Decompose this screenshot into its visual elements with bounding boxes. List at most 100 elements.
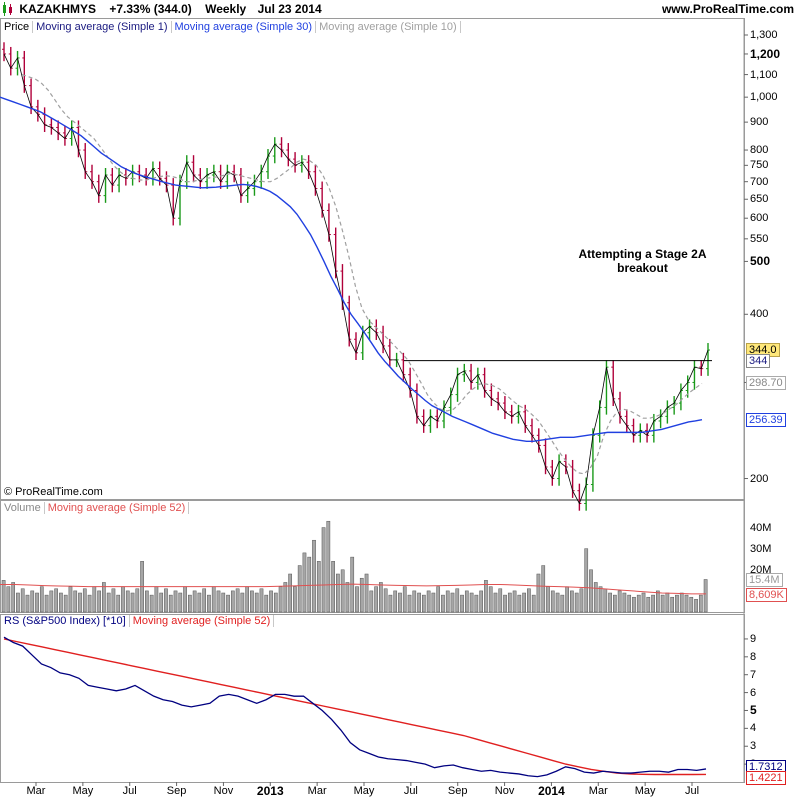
volume-bar bbox=[154, 586, 159, 613]
volume-bar bbox=[388, 594, 393, 613]
volume-bar bbox=[187, 594, 192, 613]
volume-bar bbox=[235, 588, 240, 613]
volume-bar bbox=[550, 590, 555, 613]
volume-bar bbox=[608, 592, 612, 613]
candlestick-icon bbox=[3, 2, 12, 16]
interval: Weekly bbox=[205, 2, 247, 16]
volume-bar bbox=[254, 592, 259, 613]
volume-bar bbox=[78, 592, 82, 613]
volume-bar bbox=[579, 588, 584, 613]
volume-bar bbox=[421, 594, 426, 613]
volume-bar bbox=[684, 594, 689, 613]
price-y-label: 600 bbox=[750, 212, 769, 225]
site-link[interactable]: www.ProRealTime.com bbox=[661, 2, 794, 16]
volume-bar bbox=[288, 573, 292, 613]
volume-bar bbox=[173, 590, 178, 613]
volume-bar bbox=[507, 592, 512, 613]
volume-bar bbox=[565, 586, 569, 613]
volume-bar bbox=[503, 594, 507, 613]
volume-bar bbox=[603, 588, 608, 613]
price-y-label: 1,300 bbox=[750, 29, 778, 41]
volume-bar bbox=[264, 594, 269, 613]
volume-bar bbox=[522, 592, 526, 613]
volume-bar bbox=[130, 592, 135, 613]
volume-bar bbox=[207, 594, 211, 613]
volume-bar bbox=[531, 594, 536, 613]
volume-bar bbox=[111, 588, 116, 613]
volume-bar bbox=[560, 594, 565, 613]
volume-bar bbox=[312, 539, 316, 613]
symbol: KAZAKHMYS bbox=[19, 2, 97, 16]
price-tag: 256.39 bbox=[746, 412, 786, 427]
volume-bar bbox=[216, 590, 221, 613]
x-axis-label: Mar bbox=[307, 785, 327, 797]
volume-bar bbox=[479, 590, 484, 613]
volume-bar bbox=[541, 565, 546, 613]
volume-y-label: 40M bbox=[750, 521, 772, 534]
price-tag: 344 bbox=[746, 353, 771, 368]
volume-bar bbox=[145, 590, 149, 613]
volume-bar bbox=[73, 590, 78, 613]
volume-bar bbox=[87, 594, 92, 613]
volume-bar bbox=[355, 586, 359, 613]
volume-bar bbox=[398, 592, 402, 613]
volume-bar bbox=[555, 592, 560, 613]
legend-ma1: Moving average (Simple 1) bbox=[33, 21, 172, 33]
volume-bar bbox=[54, 588, 58, 613]
x-axis-label: May bbox=[353, 785, 375, 797]
volume-bar bbox=[250, 590, 254, 613]
x-axis-label: Mar bbox=[588, 785, 608, 797]
price-y-label: 1,100 bbox=[750, 68, 778, 81]
volume-bar bbox=[278, 586, 283, 613]
volume-bar bbox=[632, 596, 636, 613]
rs-y-label: 3 bbox=[750, 740, 757, 753]
volume-bar bbox=[283, 582, 288, 613]
volume-bar bbox=[450, 592, 455, 613]
volume-bar bbox=[417, 592, 421, 613]
legend-ma30: Moving average (Simple 30) bbox=[171, 21, 317, 33]
volume-bar bbox=[593, 582, 598, 613]
volume-bar bbox=[617, 590, 622, 613]
ma1-line bbox=[3, 53, 709, 505]
volume-bar bbox=[426, 590, 431, 613]
x-axis-label: Jul bbox=[122, 785, 137, 797]
volume-bar bbox=[675, 594, 679, 613]
x-axis-label: May bbox=[634, 785, 656, 797]
volume-bar bbox=[316, 561, 321, 613]
price-y-label: 200 bbox=[750, 472, 769, 485]
volume-bar bbox=[16, 592, 20, 613]
volume-bar bbox=[345, 582, 350, 613]
price-legend: Price Moving average (Simple 1) Moving ave… bbox=[1, 20, 461, 34]
x-axis-label: Sep bbox=[447, 785, 468, 797]
volume-bar bbox=[498, 588, 503, 613]
volume-bar bbox=[412, 590, 417, 613]
volume-bar bbox=[517, 594, 522, 613]
rs-tag: 1.4221 bbox=[746, 771, 786, 786]
volume-bar bbox=[1, 580, 6, 613]
volume-bar bbox=[102, 582, 106, 613]
volume-bar bbox=[393, 590, 398, 613]
price-y-label: 900 bbox=[750, 116, 769, 129]
volume-bar bbox=[364, 573, 369, 613]
volume-bar bbox=[297, 565, 302, 613]
annotation-line-1: Attempting a Stage 2A bbox=[578, 247, 707, 261]
volume-bar bbox=[703, 579, 708, 613]
volume-bar bbox=[407, 594, 412, 613]
volume-bar bbox=[698, 594, 703, 613]
volume-bar bbox=[641, 592, 646, 613]
volume-bar bbox=[178, 592, 183, 613]
volume-bar bbox=[374, 586, 378, 613]
volume-legend: Volume Moving average (Simple 52) bbox=[1, 501, 190, 515]
volume-bar bbox=[116, 594, 121, 613]
rs-y-label: 5 bbox=[750, 703, 757, 718]
volume-bar bbox=[460, 594, 464, 613]
volume-bar bbox=[307, 556, 312, 613]
price-y-label: 400 bbox=[750, 308, 769, 321]
volume-bar bbox=[431, 592, 436, 613]
volume-bar bbox=[527, 588, 531, 613]
volume-bar bbox=[20, 588, 25, 613]
volume-bar bbox=[340, 569, 345, 613]
panel-frame bbox=[0, 614, 745, 783]
volume-bar bbox=[651, 594, 655, 613]
annotation-line-2: breakout bbox=[617, 261, 668, 275]
